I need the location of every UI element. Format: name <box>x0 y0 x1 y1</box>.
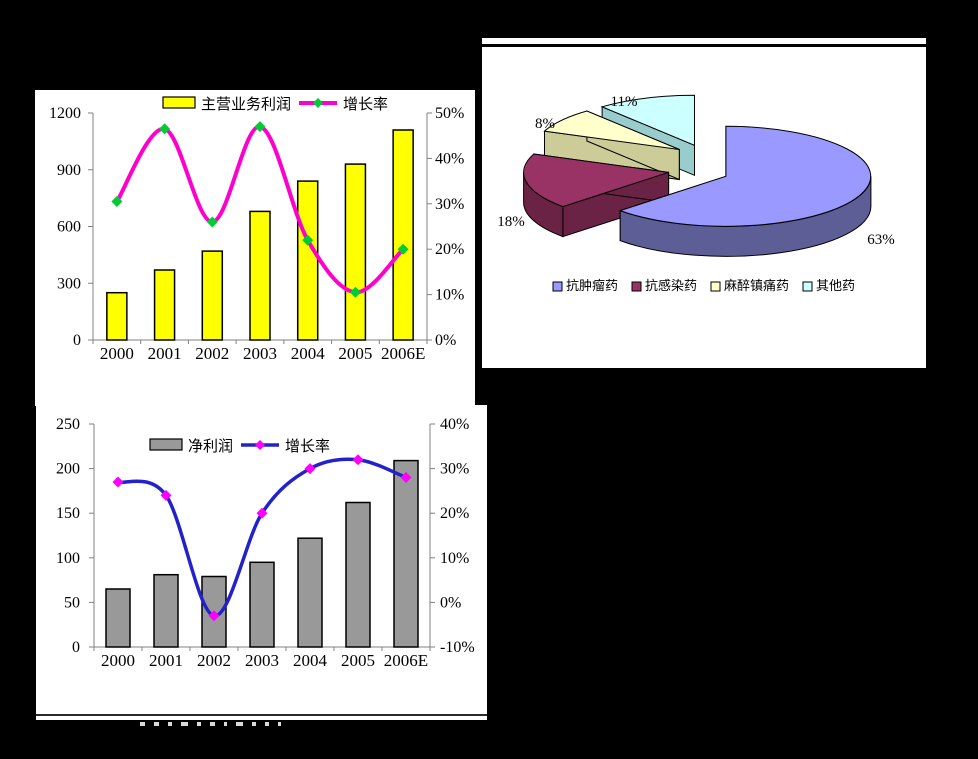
svg-text:100: 100 <box>56 550 80 567</box>
svg-text:40%: 40% <box>440 416 469 433</box>
svg-text:30%: 30% <box>435 196 464 213</box>
svg-text:主营业务利润: 主营业务利润 <box>201 96 291 113</box>
svg-text:抗肿瘤药: 抗肿瘤药 <box>566 278 618 293</box>
figure-bottom-rule <box>36 714 487 716</box>
svg-text:150: 150 <box>56 505 80 522</box>
svg-text:增长率: 增长率 <box>285 438 330 455</box>
figure-drug-share-pie-panel: 63% 18% 8% 11% 抗肿瘤药 抗感染药 麻醉镇痛药 其他药 <box>482 38 926 368</box>
svg-text:900: 900 <box>57 162 81 179</box>
svg-text:2002: 2002 <box>195 344 229 363</box>
svg-text:20%: 20% <box>435 241 464 258</box>
svg-text:200: 200 <box>56 461 80 478</box>
svg-text:麻醉镇痛药: 麻醉镇痛药 <box>724 278 789 293</box>
svg-text:抗感染药: 抗感染药 <box>645 278 697 293</box>
figure-main-profit-chart-panel: 0 300 600 900 1200 0% 10% 20% 30% 40% 50% 2000 2001 2… <box>35 90 475 406</box>
drug-share-pie-chart: 63% 18% 8% 11% 抗肿瘤药 抗感染药 麻醉镇痛药 其他药 <box>497 94 895 293</box>
svg-text:11%: 11% <box>611 94 638 110</box>
svg-text:2004: 2004 <box>293 651 328 670</box>
net-profit-combo-chart: 0 50 100 150 200 250 -10% 0% 10% 20% 30% 40% 2000 200… <box>56 416 475 670</box>
svg-text:2006E: 2006E <box>381 344 425 363</box>
svg-text:2000: 2000 <box>101 651 135 670</box>
clipped-text-fragment <box>140 722 281 726</box>
svg-text:1200: 1200 <box>49 105 81 122</box>
svg-text:300: 300 <box>57 275 81 292</box>
svg-text:30%: 30% <box>440 461 469 478</box>
svg-text:增长率: 增长率 <box>343 96 388 113</box>
svg-text:2004: 2004 <box>291 344 326 363</box>
svg-text:40%: 40% <box>435 150 464 167</box>
svg-text:0: 0 <box>72 639 80 656</box>
svg-text:2000: 2000 <box>100 344 134 363</box>
svg-text:2001: 2001 <box>149 651 183 670</box>
svg-text:2002: 2002 <box>197 651 231 670</box>
svg-text:2005: 2005 <box>338 344 372 363</box>
svg-text:0%: 0% <box>440 594 461 611</box>
figure-top-rule <box>482 44 926 47</box>
svg-text:2005: 2005 <box>341 651 375 670</box>
svg-text:8%: 8% <box>535 116 555 132</box>
svg-text:10%: 10% <box>435 287 464 304</box>
svg-text:0: 0 <box>73 332 81 349</box>
svg-text:-10%: -10% <box>440 639 475 656</box>
main-profit-combo-chart: 0 300 600 900 1200 0% 10% 20% 30% 40% 50% 2000 2001 2… <box>49 96 464 363</box>
svg-text:20%: 20% <box>440 505 469 522</box>
svg-text:18%: 18% <box>497 214 525 230</box>
svg-text:63%: 63% <box>867 232 895 248</box>
svg-text:10%: 10% <box>440 550 469 567</box>
svg-text:250: 250 <box>56 416 80 433</box>
svg-text:2001: 2001 <box>148 344 182 363</box>
svg-text:其他药: 其他药 <box>816 278 855 293</box>
svg-text:0%: 0% <box>435 332 456 349</box>
svg-text:50: 50 <box>64 594 80 611</box>
svg-text:2003: 2003 <box>245 651 279 670</box>
svg-text:50%: 50% <box>435 105 464 122</box>
svg-text:2006E: 2006E <box>384 651 428 670</box>
svg-text:600: 600 <box>57 219 81 236</box>
svg-text:2003: 2003 <box>243 344 277 363</box>
figure-net-profit-chart-panel: 0 50 100 150 200 250 -10% 0% 10% 20% 30% 40% 2000 200… <box>36 405 487 720</box>
svg-text:净利润: 净利润 <box>188 438 233 455</box>
